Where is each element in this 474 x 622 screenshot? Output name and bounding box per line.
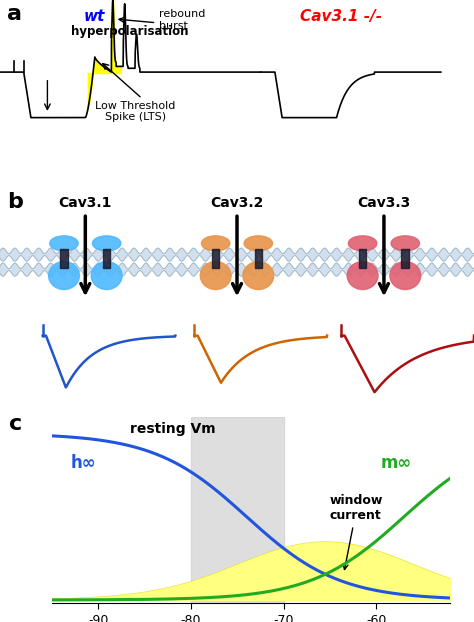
Bar bbox=[212, 249, 219, 268]
Ellipse shape bbox=[347, 262, 378, 289]
Text: Low Threshold
Spike (LTS): Low Threshold Spike (LTS) bbox=[95, 101, 175, 122]
Bar bbox=[103, 249, 110, 268]
Ellipse shape bbox=[200, 262, 231, 289]
Ellipse shape bbox=[201, 236, 230, 251]
Bar bbox=[60, 249, 68, 268]
Bar bbox=[359, 249, 366, 268]
Text: m∞: m∞ bbox=[381, 455, 412, 472]
Text: h∞: h∞ bbox=[71, 455, 96, 472]
Text: Cav3.1 -/-: Cav3.1 -/- bbox=[300, 9, 383, 24]
Bar bbox=[255, 249, 262, 268]
Text: resting Vm: resting Vm bbox=[130, 422, 215, 436]
Bar bbox=[191, 417, 283, 603]
Ellipse shape bbox=[348, 236, 377, 251]
Bar bbox=[401, 249, 409, 268]
Ellipse shape bbox=[92, 236, 121, 251]
Text: rebound
burst: rebound burst bbox=[159, 9, 205, 31]
Text: hyperpolarisation: hyperpolarisation bbox=[71, 25, 189, 38]
Ellipse shape bbox=[244, 236, 273, 251]
Text: Cav3.2: Cav3.2 bbox=[210, 196, 264, 210]
Ellipse shape bbox=[49, 262, 80, 289]
Text: a: a bbox=[7, 4, 22, 24]
Ellipse shape bbox=[50, 236, 78, 251]
Ellipse shape bbox=[391, 236, 419, 251]
Text: Cav3.3: Cav3.3 bbox=[357, 196, 410, 210]
Ellipse shape bbox=[390, 262, 421, 289]
Text: c: c bbox=[9, 414, 23, 434]
Text: wt: wt bbox=[84, 9, 106, 24]
Text: Cav3.1: Cav3.1 bbox=[59, 196, 112, 210]
Ellipse shape bbox=[243, 262, 274, 289]
Text: window
current: window current bbox=[330, 494, 383, 570]
Text: b: b bbox=[7, 192, 23, 212]
Ellipse shape bbox=[91, 262, 122, 289]
